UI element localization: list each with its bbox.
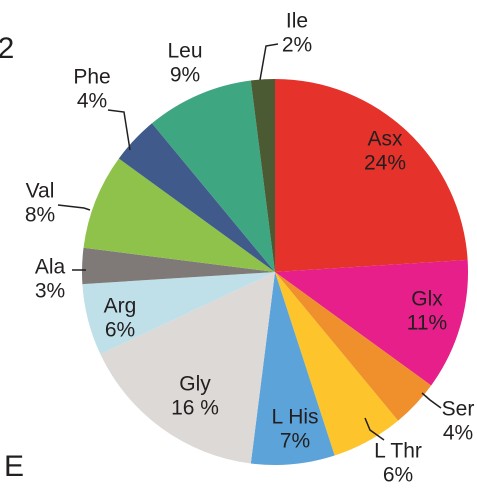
value-label: 11% [407, 312, 447, 335]
pie-slice [83, 158, 275, 272]
pie-slice [250, 79, 275, 272]
slice-label: Leu [167, 40, 202, 63]
slice-label: Glx [411, 288, 443, 311]
pie [82, 79, 468, 466]
slice-label: Val [26, 180, 55, 203]
slice-label: Ala [35, 256, 66, 279]
leader-line [107, 109, 131, 151]
leader-line [259, 43, 279, 81]
leader-lines [57, 43, 442, 441]
value-label: 6% [383, 464, 413, 487]
pie-slice [151, 80, 275, 272]
slice-label: Arg [104, 295, 137, 318]
value-label: 2% [282, 34, 312, 57]
leader-line [364, 417, 385, 441]
panel-label: 2 [0, 32, 14, 65]
pie-slice [275, 272, 399, 456]
value-label: 24% [364, 152, 406, 175]
panel-label: E [4, 450, 24, 483]
leader-line [421, 392, 442, 409]
value-label: 4% [443, 422, 473, 445]
pie-slice [118, 123, 276, 272]
value-label: 8% [25, 204, 55, 227]
pie-slice [82, 247, 275, 285]
value-label: 16 % [171, 397, 219, 420]
pie-slice [82, 272, 275, 355]
pie-slice [275, 259, 468, 386]
leader-line [57, 204, 91, 211]
pie-slice [100, 272, 275, 464]
pie-slice [275, 79, 468, 272]
pie-slice [275, 272, 432, 421]
slice-label: L His [271, 406, 318, 429]
slice-label: Phe [73, 66, 110, 89]
value-label: 9% [170, 64, 200, 87]
slice-label: Gly [179, 373, 211, 396]
value-label: 3% [35, 280, 65, 303]
slice-label: L Thr [374, 440, 422, 463]
slice-label: Ile [286, 10, 308, 33]
slice-label: Ser [442, 398, 475, 421]
value-label: 7% [280, 430, 310, 453]
value-label: 6% [105, 319, 135, 342]
slice-label: Asx [367, 128, 403, 151]
pie-slice [250, 272, 335, 466]
value-label: 4% [77, 90, 107, 113]
